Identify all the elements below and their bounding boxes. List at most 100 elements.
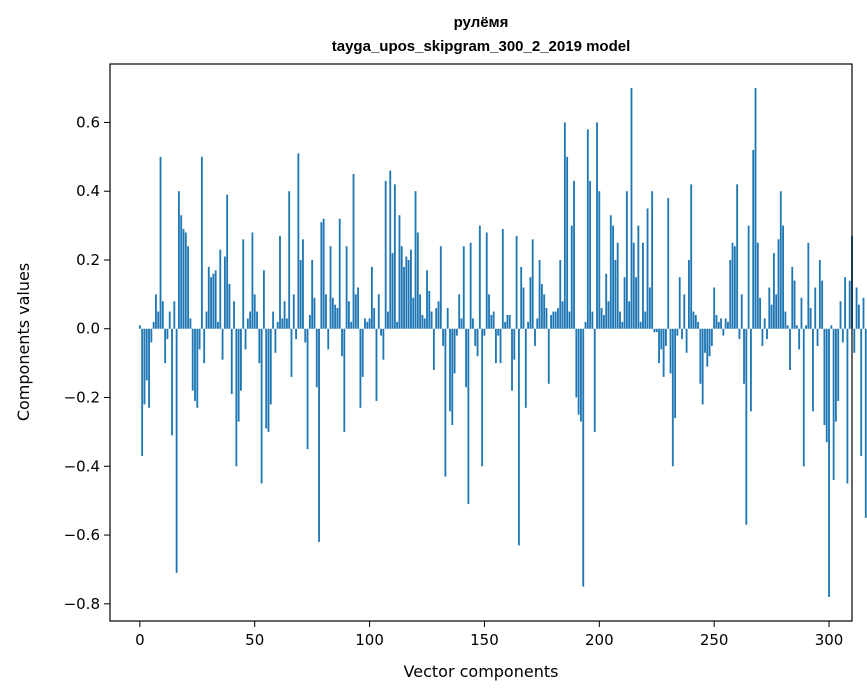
- bar: [706, 328, 709, 367]
- bar: [795, 325, 798, 329]
- bar: [582, 328, 585, 587]
- bar: [802, 328, 805, 467]
- bar: [623, 277, 626, 329]
- bar: [403, 266, 405, 329]
- bar: [262, 270, 265, 329]
- bar: [683, 294, 686, 329]
- bar: [621, 321, 624, 329]
- bar: [538, 259, 541, 329]
- bar: [327, 328, 330, 350]
- bar: [807, 242, 810, 329]
- bar: [315, 328, 318, 388]
- bar: [685, 328, 688, 353]
- bar: [715, 314, 718, 329]
- bar: [655, 328, 658, 333]
- bar: [242, 239, 245, 329]
- bar: [766, 328, 768, 340]
- bar: [846, 328, 849, 484]
- bar: [451, 328, 454, 426]
- bar: [504, 321, 507, 329]
- bar: [217, 321, 219, 329]
- bar: [554, 311, 557, 329]
- bar: [768, 287, 771, 329]
- bar: [228, 284, 231, 329]
- bar: [770, 304, 773, 329]
- bar: [550, 314, 552, 329]
- bar: [435, 308, 438, 329]
- bar: [290, 328, 293, 377]
- bar: [791, 266, 794, 329]
- bar: [662, 328, 665, 377]
- bar: [297, 153, 300, 329]
- bar: [593, 328, 596, 432]
- y-tick-label: 0.4: [76, 182, 100, 200]
- bar: [488, 294, 490, 329]
- bar: [474, 328, 477, 346]
- bar: [600, 308, 603, 329]
- bar: [405, 256, 408, 329]
- bar: [717, 321, 720, 329]
- bar: [469, 242, 472, 329]
- bar: [244, 328, 247, 350]
- bar: [198, 328, 201, 350]
- bar: [596, 122, 598, 329]
- bar: [490, 314, 493, 329]
- bar: [439, 246, 442, 329]
- bar: [646, 208, 649, 329]
- bar: [458, 294, 461, 329]
- bar: [573, 180, 575, 329]
- bar: [630, 88, 633, 329]
- bar: [839, 301, 842, 329]
- bar: [566, 156, 569, 329]
- bar: [511, 328, 513, 391]
- bar: [520, 266, 523, 329]
- bar: [777, 239, 780, 329]
- y-tick-label: −0.4: [64, 457, 100, 475]
- bar: [453, 328, 456, 374]
- bar: [347, 301, 350, 329]
- bar: [616, 242, 619, 329]
- bar: [561, 301, 564, 329]
- bar: [775, 294, 778, 329]
- bar: [279, 235, 281, 329]
- bar: [391, 253, 394, 329]
- bar: [205, 311, 208, 329]
- bar: [557, 308, 559, 329]
- bar: [207, 266, 210, 329]
- bar: [260, 328, 263, 484]
- bar: [423, 318, 426, 329]
- bar: [430, 311, 433, 329]
- bar: [830, 325, 833, 329]
- bar: [432, 328, 435, 371]
- bar: [855, 287, 858, 329]
- bar: [345, 246, 348, 329]
- bar: [159, 156, 162, 329]
- bar: [400, 246, 403, 329]
- bar: [449, 328, 451, 412]
- x-tick-label: 100: [355, 631, 384, 649]
- bar: [350, 321, 353, 329]
- bar: [437, 301, 440, 329]
- bar: [481, 328, 484, 467]
- bar: [517, 328, 520, 546]
- bar: [658, 328, 660, 364]
- bar: [329, 246, 332, 329]
- bar: [235, 328, 238, 467]
- bar: [547, 328, 550, 384]
- bar: [513, 328, 516, 360]
- bar: [676, 328, 679, 336]
- bar: [320, 222, 323, 329]
- bar: [485, 232, 488, 329]
- bar: [701, 328, 704, 405]
- bar: [798, 328, 801, 350]
- bar: [398, 215, 401, 329]
- y-tick-label: 0.2: [76, 251, 100, 269]
- bar: [304, 328, 307, 343]
- bar: [736, 184, 739, 329]
- bars-group: [138, 88, 867, 597]
- bar: [476, 328, 479, 357]
- bar: [249, 311, 252, 329]
- bar: [240, 328, 242, 391]
- bar: [864, 328, 867, 518]
- x-tick-label: 150: [470, 631, 499, 649]
